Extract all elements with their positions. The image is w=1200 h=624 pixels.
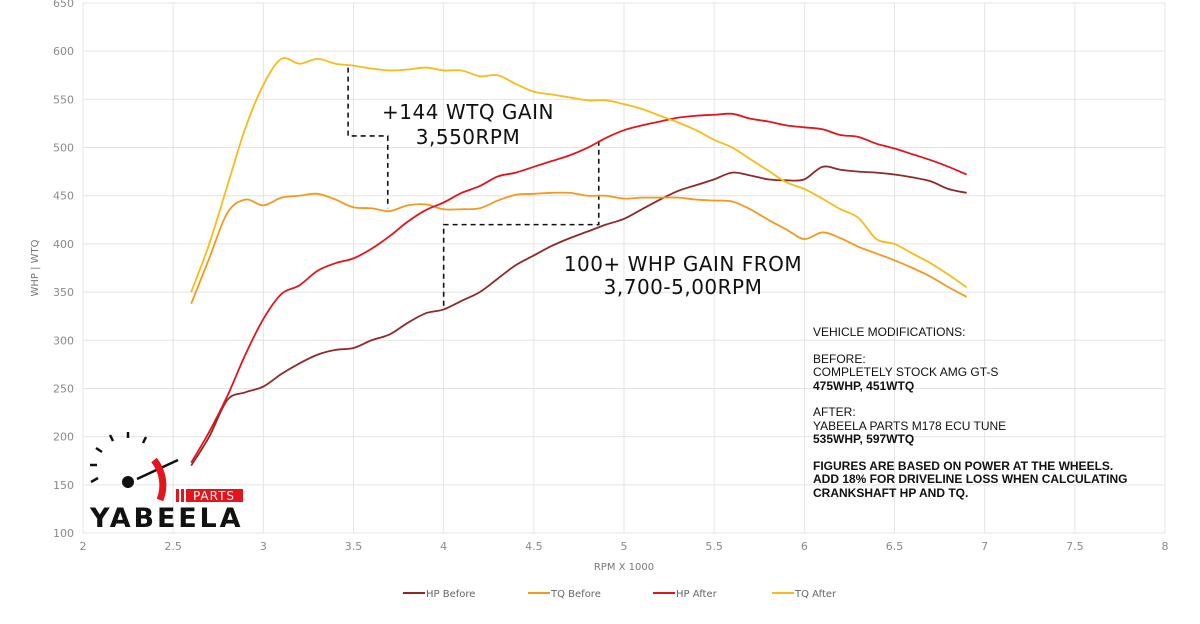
- legend-label: HP After: [676, 589, 718, 600]
- annotation-bracket: [347, 67, 389, 209]
- x-tick-label: 7.5: [1066, 540, 1084, 553]
- legend-item: TQ After: [772, 589, 837, 600]
- annotation-wtq-rpm: 3,550RPM: [416, 125, 520, 149]
- legend-item: HP Before: [403, 589, 475, 600]
- x-tick-label: 6: [801, 540, 808, 553]
- logo-bar: [181, 489, 184, 502]
- x-tick-label: 3: [260, 540, 267, 553]
- logo-brand-text: YABEELA: [89, 503, 242, 534]
- y-tick-label: 550: [53, 93, 74, 106]
- annotation-wtq-gain: +144 WTQ GAIN: [382, 100, 554, 124]
- x-tick-label: 3.5: [345, 540, 363, 553]
- annotation-brackets: [347, 67, 600, 309]
- series-line-hp-after: [190, 112, 967, 464]
- y-tick-label: 650: [53, 0, 74, 10]
- y-tick-label: 250: [53, 382, 74, 395]
- x-tick-label: 8: [1162, 540, 1169, 553]
- series-lines: [190, 57, 968, 467]
- series-line-tq-before: [190, 191, 968, 304]
- logo-bar: [176, 489, 179, 502]
- x-axis-label: RPM X 1000: [594, 562, 654, 573]
- y-tick-label: 100: [53, 527, 74, 540]
- yabeela-logo: PARTS YABEELA: [89, 432, 243, 534]
- x-tick-label: 6.5: [886, 540, 904, 553]
- after-figures: 535WHP, 597WTQ: [813, 432, 915, 446]
- before-figures: 475WHP, 451WTQ: [813, 378, 915, 393]
- x-tick-label: 2: [80, 540, 87, 553]
- x-tick-label: 7: [981, 540, 988, 553]
- note-line: CRANKSHAFT HP AND TQ.: [813, 485, 969, 500]
- grid: [82, 2, 1166, 534]
- y-tick-label: 200: [53, 431, 74, 444]
- x-tick-label: 4.5: [525, 540, 543, 553]
- y-axis-label: WHP | WTQ: [30, 239, 41, 296]
- y-tick-label: 400: [53, 238, 74, 251]
- x-tick-label: 5.5: [705, 540, 723, 553]
- legend-label: TQ Before: [550, 589, 601, 600]
- x-tick-label: 2.5: [164, 540, 182, 553]
- before-desc: COMPLETELY STOCK AMG GT-S: [813, 365, 999, 379]
- y-tick-label: 350: [53, 286, 74, 299]
- series-line-tq-after: [190, 57, 968, 293]
- y-tick-label: 500: [53, 142, 74, 155]
- x-axis-ticks: 2 2.5 3 3.5 4 4.5 5 5.5 6 6.5 7 7.5 8: [80, 540, 1169, 553]
- logo-parts-badge: [186, 489, 243, 502]
- gauge-icon: [90, 432, 179, 502]
- x-tick-label: 5: [621, 540, 628, 553]
- legend-item: TQ Before: [528, 589, 601, 600]
- annotation-whp-gain: 100+ WHP GAIN FROM: [564, 252, 802, 276]
- y-tick-label: 600: [53, 45, 74, 58]
- note-line: ADD 18% FOR DRIVELINE LOSS WHEN CALCULAT…: [813, 472, 1128, 486]
- annotation-bracket: [442, 140, 600, 309]
- series-line-hp-before: [190, 165, 967, 467]
- after-label: AFTER:: [813, 405, 856, 419]
- logo-parts-text: PARTS: [193, 489, 235, 503]
- x-tick-label: 4: [440, 540, 447, 553]
- annotation-whp-rpm: 3,700-5,00RPM: [604, 275, 763, 299]
- y-tick-label: 300: [53, 334, 74, 347]
- legend-item: HP After: [653, 589, 718, 600]
- mods-heading: VEHICLE MODIFICATIONS:: [813, 325, 966, 339]
- y-tick-label: 450: [53, 190, 74, 203]
- legend-label: TQ After: [794, 589, 837, 600]
- legend: HP Before TQ Before HP After TQ After: [403, 589, 837, 600]
- after-desc: YABEELA PARTS M178 ECU TUNE: [813, 418, 1007, 433]
- before-label: BEFORE:: [813, 351, 866, 366]
- y-axis-ticks: 100 150 200 250 300 350 400 450 500 550 600 650: [53, 0, 74, 540]
- legend-label: HP Before: [426, 589, 475, 600]
- y-tick-label: 150: [53, 479, 74, 492]
- note-line: FIGURES ARE BASED ON POWER AT THE WHEELS…: [813, 458, 1114, 473]
- vehicle-modifications: VEHICLE MODIFICATIONS: BEFORE: COMPLETEL…: [813, 325, 1128, 500]
